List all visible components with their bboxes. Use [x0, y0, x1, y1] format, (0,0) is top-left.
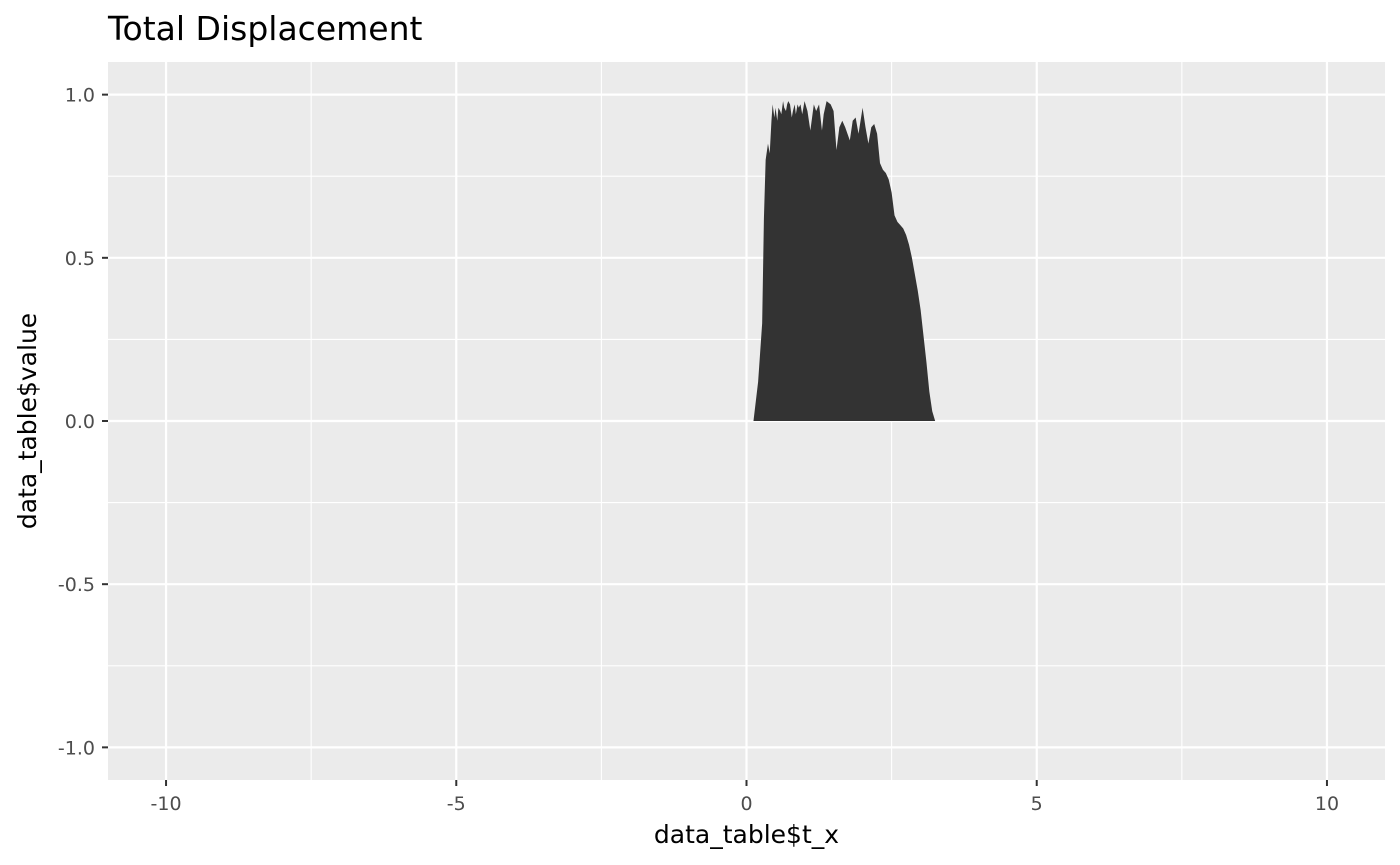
x-tick-label: -10 [151, 793, 182, 815]
y-tick-label: 1.0 [65, 85, 95, 107]
chart-title: Total Displacement [107, 9, 422, 48]
major-gridlines [108, 62, 1385, 780]
x-tick-label: 10 [1315, 793, 1339, 815]
x-tick-label: 5 [1031, 793, 1043, 815]
y-axis: -1.0 -0.5 0.0 0.5 1.0 [58, 85, 108, 759]
x-axis: -10 -5 0 5 10 [151, 780, 1339, 815]
y-tick-label: 0.0 [65, 411, 95, 433]
area-series [753, 101, 947, 421]
y-tick-label: -0.5 [58, 574, 95, 596]
x-axis-title: data_table$t_x [654, 820, 839, 849]
y-tick-label: -1.0 [58, 737, 95, 759]
x-tick-label: -5 [447, 793, 466, 815]
x-tick-label: 0 [740, 793, 752, 815]
y-axis-title: data_table$value [13, 313, 42, 529]
series-layer [753, 101, 947, 421]
y-tick-label: 0.5 [65, 248, 95, 270]
